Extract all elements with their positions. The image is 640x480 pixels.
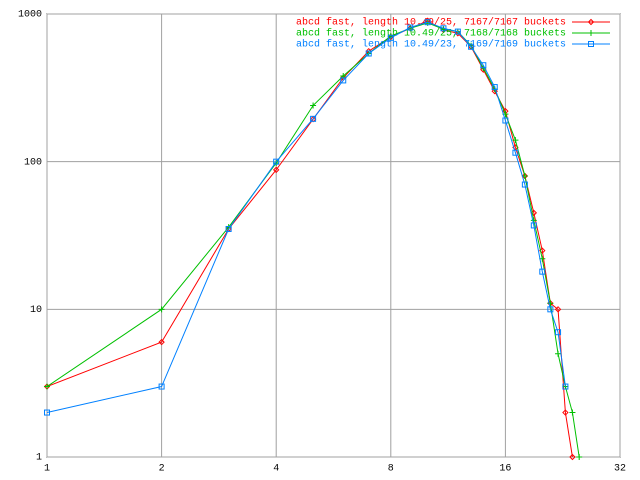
marker: [158, 338, 165, 346]
marker: [440, 25, 447, 32]
marker: [521, 172, 528, 179]
x-tick-label: 32: [614, 464, 626, 475]
marker: [365, 50, 372, 57]
series-line: [46, 20, 573, 458]
legend-marker: [588, 30, 594, 36]
x-tick-label: 4: [273, 464, 279, 475]
y-tick-label: 1: [36, 453, 42, 464]
marker: [454, 28, 461, 35]
x-tick-label: 2: [159, 464, 165, 475]
x-tick-label: 1: [44, 464, 50, 475]
plot-frame: [46, 13, 621, 458]
marker: [491, 88, 498, 95]
marker: [407, 24, 414, 31]
marker: [539, 268, 546, 275]
marker: [555, 350, 562, 357]
marker: [454, 30, 462, 37]
marker: [44, 409, 50, 416]
y-tick-label: 1000: [18, 10, 42, 21]
marker: [512, 149, 519, 156]
marker: [569, 409, 576, 416]
marker: [555, 329, 562, 336]
series-line: [46, 21, 566, 414]
legend-marker: [588, 41, 594, 47]
marker: [310, 115, 317, 122]
legend-label: abcd fast, length 10.49/23, 7169/7169 bu…: [296, 39, 566, 51]
y-tick-label: 10: [30, 305, 42, 316]
marker: [424, 19, 431, 26]
marker: [387, 34, 394, 41]
marker: [44, 383, 50, 390]
legend-label: abcd fast, length 10.49/25, 7168/7168 bu…: [296, 28, 566, 40]
marker: [480, 62, 487, 69]
marker: [158, 306, 165, 313]
marker: [512, 137, 519, 144]
marker: [562, 383, 569, 390]
marker: [562, 409, 569, 416]
x-tick-label: 8: [388, 464, 394, 475]
marker: [569, 453, 576, 461]
marker: [530, 222, 537, 229]
marker: [273, 158, 280, 165]
legend-marker: [587, 18, 595, 26]
marker: [554, 306, 562, 313]
marker: [310, 102, 317, 109]
y-tick-label: 100: [24, 157, 42, 168]
x-tick-label: 16: [499, 464, 511, 475]
series-line: [46, 22, 580, 458]
legend-label: abcd fast, length 10.49/25, 7167/7167 bu…: [296, 17, 566, 29]
marker: [547, 306, 554, 313]
marker: [468, 43, 475, 50]
marker: [272, 166, 280, 174]
marker: [491, 84, 498, 91]
marker: [340, 77, 347, 84]
marker: [502, 117, 509, 124]
marker: [547, 300, 554, 307]
marker: [521, 181, 528, 188]
marker: [225, 225, 232, 232]
marker: [158, 383, 165, 390]
marker: [576, 454, 583, 460]
